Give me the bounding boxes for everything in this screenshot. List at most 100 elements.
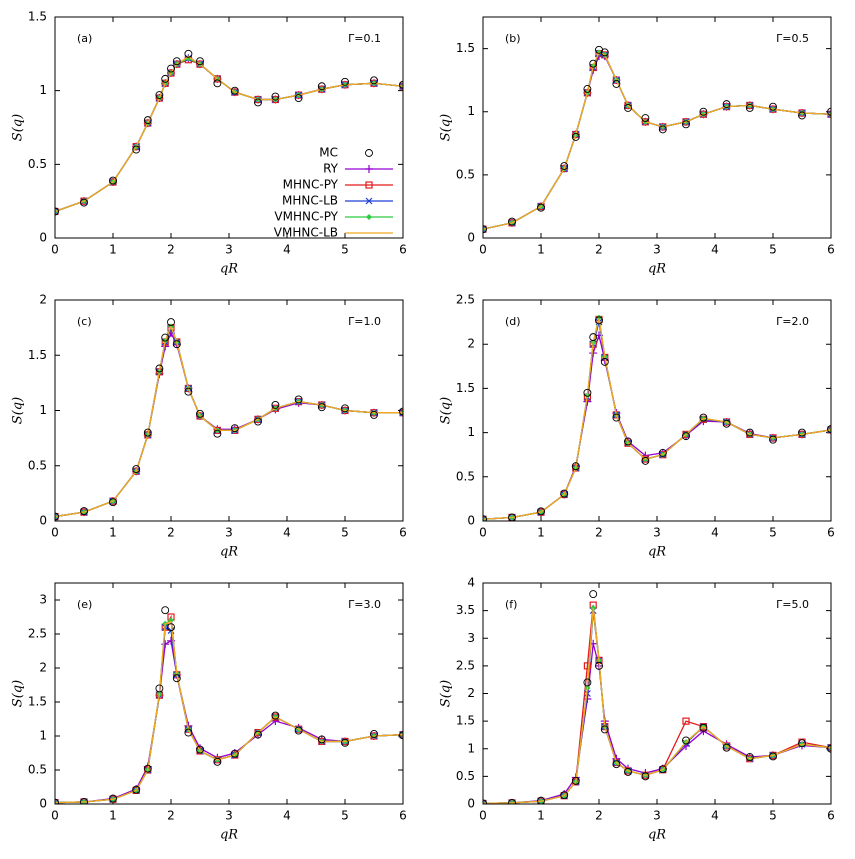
mc-point	[722, 743, 731, 752]
y-tick-label: 3	[39, 593, 47, 607]
x-tick-label: 3	[653, 243, 661, 257]
mc-point	[161, 74, 170, 83]
series-line	[483, 51, 831, 230]
x-tick-label: 4	[283, 526, 291, 540]
y-tick-label: 1.5	[456, 714, 475, 728]
y-tick-label: 1.5	[456, 381, 475, 395]
mc-point	[161, 333, 170, 342]
series-line	[55, 619, 403, 804]
mc-point	[196, 745, 204, 754]
mc-point	[682, 432, 690, 441]
x-tick-label: 0	[51, 809, 59, 823]
mc-point	[658, 125, 667, 134]
plot-area	[55, 49, 403, 216]
mc-point	[483, 799, 487, 804]
mc-point	[109, 498, 117, 507]
mc-point	[399, 407, 403, 416]
mc-point	[370, 410, 378, 419]
x-tick-label: 4	[283, 243, 291, 257]
mc-point	[583, 388, 592, 397]
mc-point	[317, 82, 326, 91]
marker-x	[55, 208, 59, 215]
series-line	[483, 51, 831, 230]
x-tick-label: 5	[769, 809, 777, 823]
x-tick-label: 3	[225, 809, 233, 823]
mc-point	[132, 465, 141, 474]
mc-point	[612, 760, 621, 769]
x-tick-label: 1	[537, 526, 545, 540]
x-tick-label: 1	[537, 243, 545, 257]
mc-point	[827, 107, 831, 116]
series-line	[483, 321, 831, 520]
mc-point	[254, 98, 262, 107]
x-tick-label: 5	[341, 809, 349, 823]
y-tick-label: 0.5	[28, 763, 47, 777]
series-line	[483, 52, 831, 230]
x-axis-label: qR	[648, 262, 666, 277]
x-tick-label: 2	[167, 526, 175, 540]
series-line	[55, 57, 403, 213]
mc-point	[271, 92, 280, 101]
y-tick-label: 0.5	[456, 769, 475, 783]
series-line	[55, 57, 403, 213]
y-tick-label: 0.5	[28, 157, 47, 171]
mc-point	[172, 340, 181, 349]
mc-point	[80, 507, 88, 516]
y-tick-label: 3	[467, 631, 475, 645]
mc-point	[109, 176, 117, 185]
x-tick-label: 0	[51, 526, 59, 540]
y-axis-label: S(q)	[11, 397, 26, 424]
series-line	[55, 620, 403, 804]
mc-point	[254, 730, 262, 739]
marker-square	[583, 662, 592, 670]
panel: 0 1 2 3 4 5 6 0 0.5 1 1.5 qR S(q) (a) Γ=0.1 MC RY MHNC-PY…	[11, 10, 407, 277]
panel-label: (a)	[77, 32, 92, 45]
mc-point	[658, 448, 667, 457]
mc-point	[167, 623, 175, 632]
y-tick-label: 2	[467, 686, 475, 700]
mc-point	[184, 387, 193, 396]
mc-point	[537, 796, 545, 804]
mc-point	[769, 102, 777, 111]
y-tick-label: 1	[467, 741, 475, 755]
legend-marker	[365, 181, 373, 189]
mc-point	[560, 791, 569, 800]
x-tick-label: 1	[109, 526, 117, 540]
series-line	[483, 317, 831, 520]
x-tick-label: 6	[827, 809, 835, 823]
mc-point	[271, 401, 280, 409]
mc-point	[537, 203, 545, 212]
marker-x	[827, 110, 831, 118]
x-tick-label: 2	[595, 526, 603, 540]
annotation: Γ=2.0	[776, 315, 809, 328]
x-tick-label: 3	[653, 809, 661, 823]
series-line	[55, 331, 403, 518]
panel: 0 1 2 3 4 5 6 0 0.5 1 1.5 2 2.5 3 3.5 4 qR S(q) (f) Γ=5.0	[439, 576, 835, 843]
mc-point	[184, 49, 193, 58]
x-tick-label: 5	[769, 243, 777, 257]
annotation: Γ=0.5	[776, 32, 809, 45]
mc-point	[230, 749, 239, 758]
legend-marker	[365, 165, 373, 173]
panel-label: (d)	[505, 315, 521, 328]
series-line	[55, 324, 403, 518]
y-tick-label: 1.5	[28, 695, 47, 709]
y-tick-label: 2.5	[456, 293, 475, 307]
plot-area	[483, 590, 831, 804]
mc-point	[143, 428, 152, 437]
plot-frame	[54, 16, 404, 239]
mc-point	[294, 395, 303, 404]
series-line	[55, 325, 403, 518]
mc-point	[109, 794, 117, 803]
series-line	[55, 327, 403, 518]
mc-point	[167, 64, 175, 73]
mc-point	[658, 765, 667, 774]
mc-point	[341, 77, 349, 86]
y-tick-label: 1	[39, 729, 47, 743]
mc-point	[370, 730, 378, 738]
mc-point	[294, 94, 303, 102]
x-tick-label: 4	[711, 809, 719, 823]
mc-point	[699, 413, 708, 422]
legend-marker	[365, 197, 373, 205]
x-tick-label: 4	[711, 243, 719, 257]
